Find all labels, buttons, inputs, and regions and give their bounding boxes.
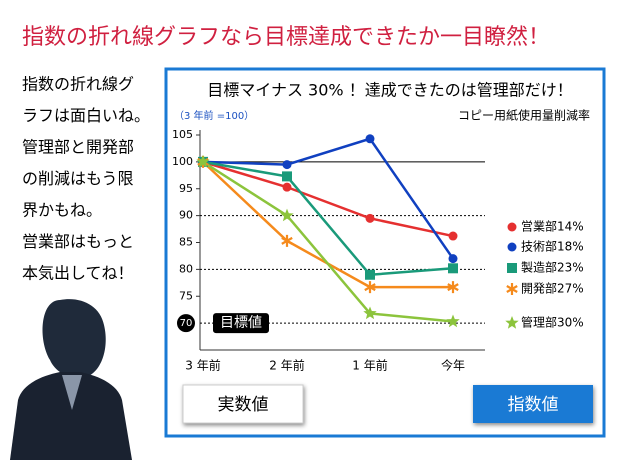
comment-line: の削減はもう限 <box>22 169 134 188</box>
button[interactable] <box>182 384 304 424</box>
legend-label: 開発部27% <box>521 281 584 296</box>
y-tick-label: 95 <box>179 182 193 195</box>
legend-label: 製造部23% <box>521 260 584 275</box>
target-value: 70 <box>180 318 193 329</box>
comment-line: 本気出してね！ <box>22 264 134 283</box>
comment: 指数の折れ線グラフは面白いね。管理部と開発部の削減はもう限界かもね。営業部はもっ… <box>22 75 150 283</box>
series-line <box>202 137 455 260</box>
point <box>446 314 460 328</box>
y-tick-label: 85 <box>179 236 193 249</box>
chart-subtitle: コピー用紙使用量削減率 <box>458 108 590 123</box>
point <box>282 160 292 170</box>
headline: 指数の折れ線グラフなら目標達成できたか一目瞭然！ <box>22 25 550 50</box>
target-badge <box>177 314 195 333</box>
point <box>507 263 517 273</box>
series-line <box>202 160 454 323</box>
y-axis-label: （3 年前 =100） <box>174 109 254 122</box>
legend-label: 技術部18% <box>521 239 584 254</box>
chart-frame <box>164 67 606 438</box>
point <box>447 281 459 294</box>
target-label: 目標値 <box>220 315 262 331</box>
x-tick-label: 2 年前 <box>269 358 304 373</box>
point <box>282 171 292 182</box>
point <box>448 231 458 241</box>
point <box>281 234 293 247</box>
x-tick-label: 今年 <box>441 358 465 373</box>
point <box>505 316 519 329</box>
legend: 営業部14% 技術部18% 製造部23% 開発部27% 管理部30% <box>505 219 584 330</box>
point <box>448 263 458 274</box>
point <box>365 269 375 280</box>
x-tick-label: 1 年前 <box>352 358 387 373</box>
series-line <box>202 160 454 238</box>
point <box>364 281 376 294</box>
point <box>365 134 375 144</box>
target-label-bg <box>213 313 269 334</box>
y-tick-label: 100 <box>172 155 193 168</box>
point <box>282 182 292 192</box>
button-label[interactable]: 実数値 <box>218 395 269 415</box>
y-tick-label: 90 <box>179 209 193 222</box>
point <box>280 208 294 222</box>
point <box>448 254 458 264</box>
person-silhouette <box>10 299 132 460</box>
comment-line: 管理部と開発部 <box>22 138 134 157</box>
y-tick-label: 75 <box>179 289 193 302</box>
point <box>507 242 517 252</box>
button[interactable] <box>473 385 593 423</box>
comment-line: 界かもね。 <box>22 201 102 220</box>
comment-line: ラフは面白いね。 <box>22 106 150 125</box>
x-tick-label: 3 年前 <box>185 358 220 373</box>
point <box>506 283 518 295</box>
legend-label: 営業部14% <box>521 219 584 234</box>
point <box>363 306 377 320</box>
legend-label: 管理部30% <box>521 315 584 330</box>
point <box>507 222 517 232</box>
chart-title: 目標マイナス 30% ！達成できたのは管理部だけ！ <box>207 81 572 100</box>
y-tick-label: 105 <box>172 128 193 141</box>
point <box>196 154 210 168</box>
y-tick-label: 80 <box>179 262 193 275</box>
series-line <box>202 160 454 277</box>
button-label[interactable]: 指数値 <box>508 395 559 415</box>
point <box>365 213 375 223</box>
comment-line: 指数の折れ線グ <box>22 75 134 94</box>
plot: 75 80 85 90 95 100 105 70 目標値 3 年前 2 年前 1 年前 今年 営業部14… <box>172 128 584 373</box>
comment-line: 営業部はもっと <box>22 232 134 251</box>
